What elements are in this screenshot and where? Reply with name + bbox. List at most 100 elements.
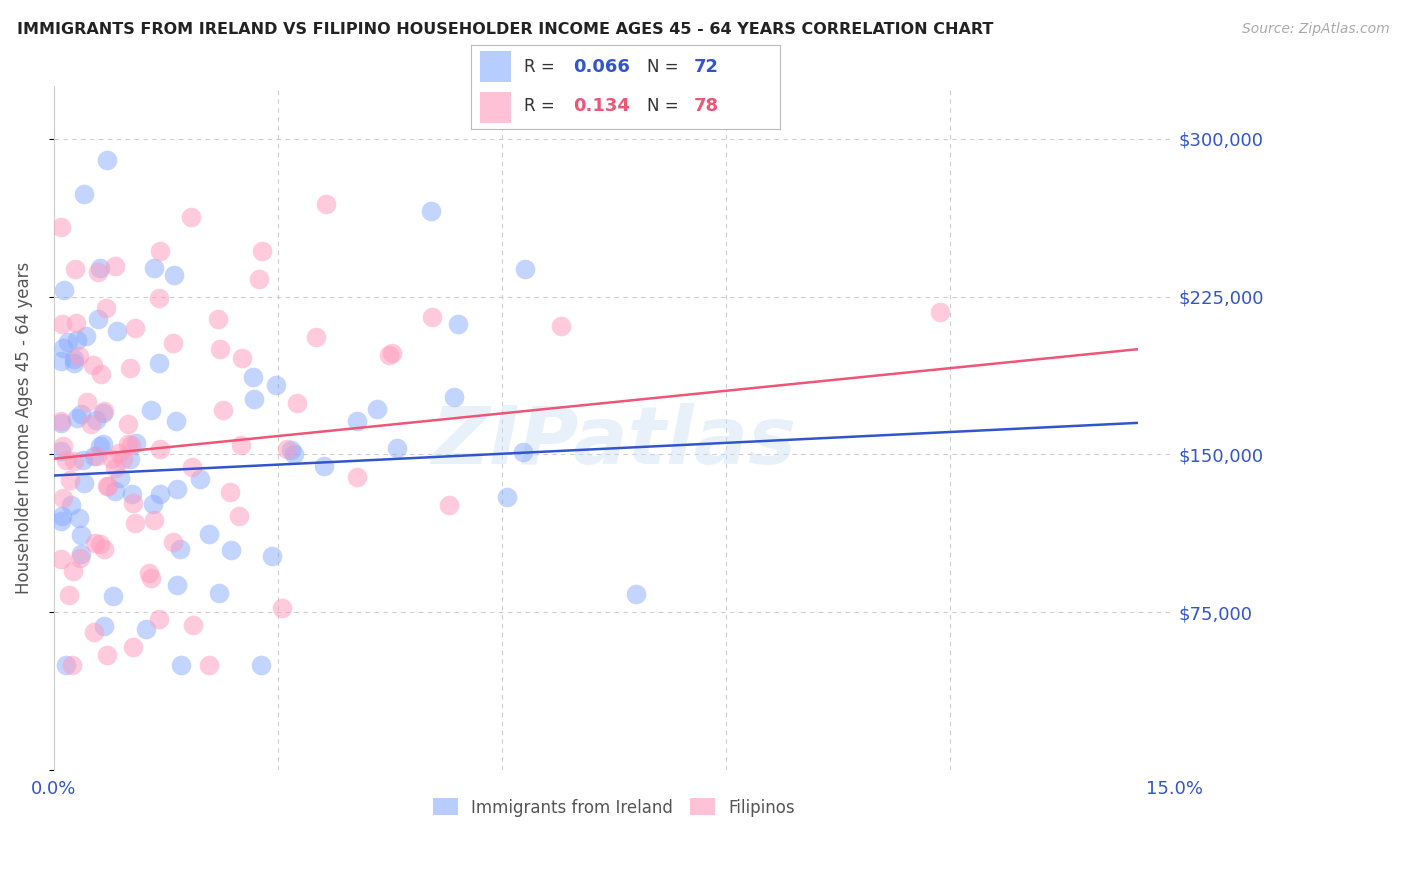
Point	[83, 449, 105, 463]
Point	[82, 358, 104, 372]
Point	[148, 612, 170, 626]
Point	[169, 541, 191, 556]
Point	[56, 334, 79, 349]
Point	[381, 346, 404, 360]
Point	[447, 317, 470, 331]
Point	[76, 395, 98, 409]
Point	[51, 416, 73, 430]
Point	[125, 436, 148, 450]
Point	[276, 442, 298, 457]
Point	[63, 356, 86, 370]
Point	[86, 449, 108, 463]
Point	[419, 204, 441, 219]
Point	[121, 487, 143, 501]
Point	[142, 261, 165, 276]
Point	[122, 640, 145, 655]
Text: N =: N =	[647, 58, 679, 76]
Point	[149, 487, 172, 501]
Point	[270, 601, 292, 615]
Point	[135, 623, 157, 637]
Legend: Immigrants from Ireland, Filipinos: Immigrants from Ireland, Filipinos	[426, 792, 801, 823]
Point	[72, 187, 94, 202]
Point	[439, 498, 461, 512]
Point	[120, 438, 142, 452]
Point	[162, 335, 184, 350]
Point	[89, 536, 111, 550]
Point	[104, 461, 127, 475]
Point	[87, 312, 110, 326]
Point	[51, 414, 73, 428]
Point	[208, 586, 231, 600]
Point	[51, 552, 73, 566]
Point	[198, 527, 221, 541]
Point	[315, 197, 337, 211]
Point	[51, 508, 73, 523]
Text: R =: R =	[523, 58, 554, 76]
Point	[51, 354, 73, 368]
Text: 0.066: 0.066	[574, 58, 630, 76]
Point	[51, 318, 73, 332]
Point	[51, 444, 73, 458]
Point	[51, 514, 73, 528]
Point	[62, 657, 84, 672]
Point	[72, 453, 94, 467]
Point	[141, 497, 163, 511]
Point	[52, 491, 75, 506]
Point	[93, 541, 115, 556]
Point	[550, 319, 572, 334]
Point	[97, 478, 120, 492]
Point	[197, 657, 219, 672]
Point	[170, 657, 193, 672]
Point	[366, 402, 388, 417]
Point	[305, 330, 328, 344]
Point	[188, 472, 211, 486]
Point	[73, 476, 96, 491]
Point	[118, 361, 141, 376]
Point	[104, 484, 127, 499]
Point	[283, 447, 305, 461]
Point	[149, 442, 172, 457]
Point	[149, 244, 172, 258]
Point	[93, 404, 115, 418]
Point	[62, 564, 84, 578]
Point	[67, 510, 90, 524]
Point	[66, 410, 89, 425]
Text: R =: R =	[523, 97, 554, 115]
Point	[63, 261, 86, 276]
Point	[228, 508, 250, 523]
Point	[75, 329, 97, 343]
Point	[247, 272, 270, 286]
Point	[242, 370, 264, 384]
Text: ZIPatlas: ZIPatlas	[432, 403, 796, 481]
Point	[243, 392, 266, 406]
Point	[346, 414, 368, 428]
Point	[385, 442, 408, 456]
Point	[53, 283, 76, 297]
Point	[229, 438, 252, 452]
Point	[346, 470, 368, 484]
Point	[52, 342, 75, 356]
Point	[209, 342, 232, 356]
Point	[496, 490, 519, 504]
Point	[101, 589, 124, 603]
Point	[55, 657, 77, 672]
Point	[181, 459, 204, 474]
Point	[180, 210, 202, 224]
Point	[65, 317, 87, 331]
Point	[58, 588, 80, 602]
Point	[211, 402, 233, 417]
Point	[260, 549, 283, 563]
Point	[63, 351, 86, 366]
Text: N =: N =	[647, 97, 679, 115]
Point	[124, 516, 146, 530]
Point	[513, 262, 536, 277]
Y-axis label: Householder Income Ages 45 - 64 years: Householder Income Ages 45 - 64 years	[15, 262, 32, 594]
Point	[287, 396, 309, 410]
Point	[252, 244, 274, 259]
Point	[420, 310, 443, 325]
Point	[118, 451, 141, 466]
Point	[108, 445, 131, 459]
Point	[63, 453, 86, 467]
Point	[166, 577, 188, 591]
Bar	[481, 52, 512, 82]
